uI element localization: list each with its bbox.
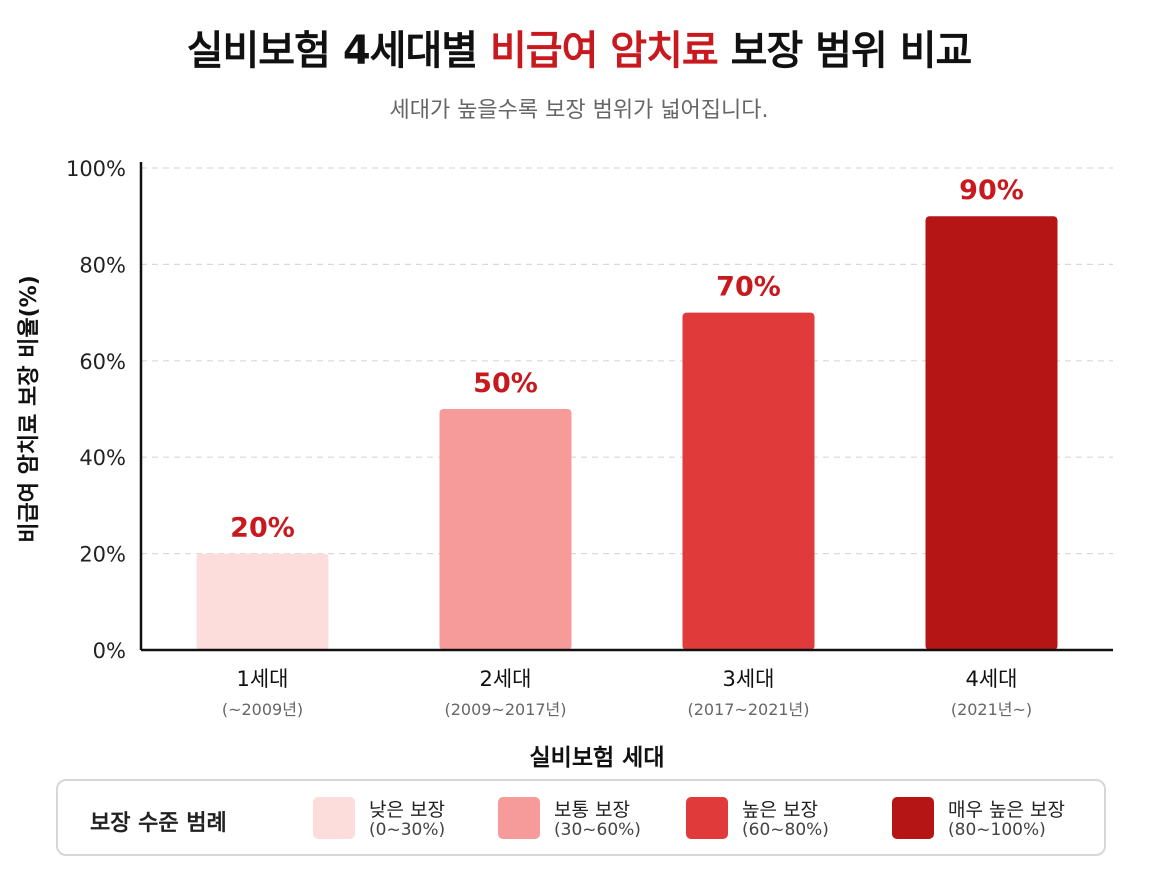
x-tick-sublabel: (2021년~) — [951, 700, 1032, 719]
legend-label-high: 높은 보장 — [742, 799, 818, 821]
bar — [196, 553, 329, 650]
legend: 보장 수준 범례 낮은 보장 (0~30%) 보통 보장 (30~60%) 높은… — [56, 779, 1106, 856]
y-tick-label: 20% — [79, 543, 126, 567]
bar-chart: 0% 20% 40% 60% 80% 100% 20% 1세대 (~2009년) 50% 2세대 (2… — [17, 157, 1113, 770]
bar — [439, 409, 572, 650]
data-label: 20% — [230, 513, 295, 544]
legend-label-medium: 보통 보장 — [554, 799, 630, 821]
y-tick-label: 60% — [79, 350, 126, 374]
y-axis-title: 비급여 암치료 보장 비율(%) — [17, 275, 42, 543]
bar — [925, 216, 1058, 650]
bar — [682, 312, 815, 650]
legend-range-low: (0~30%) — [369, 820, 446, 840]
title-part2: 보장 범위 비교 — [730, 28, 973, 74]
y-tick-label: 0% — [93, 639, 126, 663]
legend-swatch-very-high — [892, 797, 934, 839]
legend-swatch-low — [313, 797, 355, 839]
legend-range-medium: (30~60%) — [554, 820, 641, 840]
title-part1: 실비보험 4세대별 — [186, 28, 478, 74]
legend-range-very-high: (80~100%) — [948, 820, 1046, 840]
chart-title: 실비보험 4세대별 비급여 암치료 보장 범위 비교 — [0, 18, 1158, 76]
x-tick-label: 3세대 — [722, 667, 774, 691]
y-tick-label: 100% — [66, 157, 126, 181]
data-label: 50% — [473, 368, 538, 399]
x-tick-label: 4세대 — [965, 667, 1017, 691]
legend-title: 보장 수준 범례 — [90, 811, 227, 836]
data-label: 90% — [959, 175, 1024, 206]
legend-label-low: 낮은 보장 — [369, 799, 445, 821]
legend-swatch-medium — [498, 797, 540, 839]
x-tick-sublabel: (2009~2017년) — [444, 700, 566, 719]
y-tick-label: 80% — [79, 253, 126, 277]
x-tick-sublabel: (2017~2021년) — [687, 700, 809, 719]
chart-subtitle: 세대가 높을수록 보장 범위가 넓어집니다. — [389, 98, 769, 123]
title-accent: 비급여 암치료 — [489, 28, 719, 74]
legend-range-high: (60~80%) — [742, 820, 829, 840]
data-label: 70% — [716, 272, 781, 303]
x-tick-label: 2세대 — [479, 667, 531, 691]
legend-swatch-high — [686, 797, 728, 839]
legend-label-very-high: 매우 높은 보장 — [948, 799, 1065, 821]
x-tick-sublabel: (~2009년) — [222, 700, 303, 719]
x-axis-title: 실비보험 세대 — [530, 745, 665, 770]
x-tick-label: 1세대 — [236, 667, 288, 691]
y-tick-label: 40% — [79, 446, 126, 470]
